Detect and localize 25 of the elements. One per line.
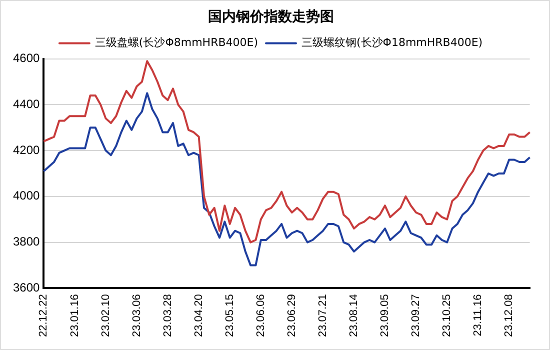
x-tick-label: 23.02.10 (100, 294, 112, 338)
x-tick-label: 23.10.25 (441, 294, 454, 338)
x-tick-label: 23.09.27 (410, 294, 422, 338)
y-tick-label: 4600 (12, 51, 40, 66)
x-tick-label: 23.12.08 (503, 294, 516, 338)
y-tick-label: 4200 (12, 142, 40, 157)
x-tick-label: 22.12.22 (38, 294, 50, 338)
y-tick-label: 3800 (12, 234, 40, 249)
x-tick-label: 23.01.16 (68, 294, 81, 338)
x-tick-label: 23.08.14 (348, 294, 360, 338)
x-tick-label: 23.09.05 (379, 294, 392, 338)
x-tick-label: 23.04.20 (192, 294, 205, 338)
chart-title: 国内钢价指数走势图 (208, 9, 334, 26)
y-tick-label: 3600 (12, 280, 40, 294)
legend-label: 三级盘螺(长沙Φ8mmHRB400E) (94, 36, 258, 50)
x-tick-label: 23.03.28 (162, 294, 174, 338)
x-tick-label: 23.03.06 (130, 294, 143, 338)
x-tick-label: 23.07.21 (316, 294, 329, 338)
x-tick-label: 23.11.16 (472, 294, 484, 336)
y-tick-label: 4400 (12, 96, 40, 111)
y-tick-label: 4000 (12, 188, 40, 203)
x-tick-label: 23.05.15 (224, 294, 236, 338)
x-tick-label: 23.06.06 (254, 294, 267, 338)
x-tick-label: 23.06.29 (286, 294, 298, 338)
legend-label: 三级螺纹钢(长沙Φ18mmHRB400E) (302, 36, 483, 50)
